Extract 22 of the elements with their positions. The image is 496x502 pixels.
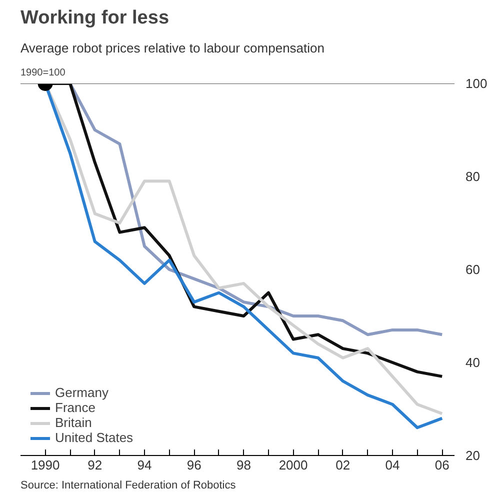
y-tick-label: 40	[466, 355, 480, 370]
y-tick-label: 60	[466, 262, 480, 277]
x-tick-label: 02	[336, 458, 350, 472]
x-tick-label: 1990	[30, 458, 60, 472]
x-tick-label: 04	[385, 458, 400, 472]
x-tick-label: 96	[186, 458, 202, 472]
chart-title: Working for less	[20, 8, 170, 28]
y-tick-label: 80	[466, 169, 480, 184]
legend-label: United States	[55, 430, 134, 445]
x-tick-label: 2000	[278, 458, 308, 472]
legend-label: Britain	[55, 415, 92, 430]
y-axis-title: 1990=100	[20, 68, 66, 78]
x-tick-label: 06	[434, 458, 450, 472]
x-tick-label: 98	[236, 458, 251, 472]
y-tick-label: 20	[466, 448, 480, 463]
legend-label: Germany	[55, 385, 108, 400]
x-tick-label: 94	[137, 458, 152, 472]
legend-label: France	[55, 400, 96, 415]
source-note: Source: International Federation of Robotics	[20, 480, 236, 492]
chart-subtitle: Average robot prices relative to labour compensation	[20, 40, 324, 56]
y-tick-label: 100	[466, 76, 488, 91]
x-tick-label: 92	[88, 458, 102, 472]
